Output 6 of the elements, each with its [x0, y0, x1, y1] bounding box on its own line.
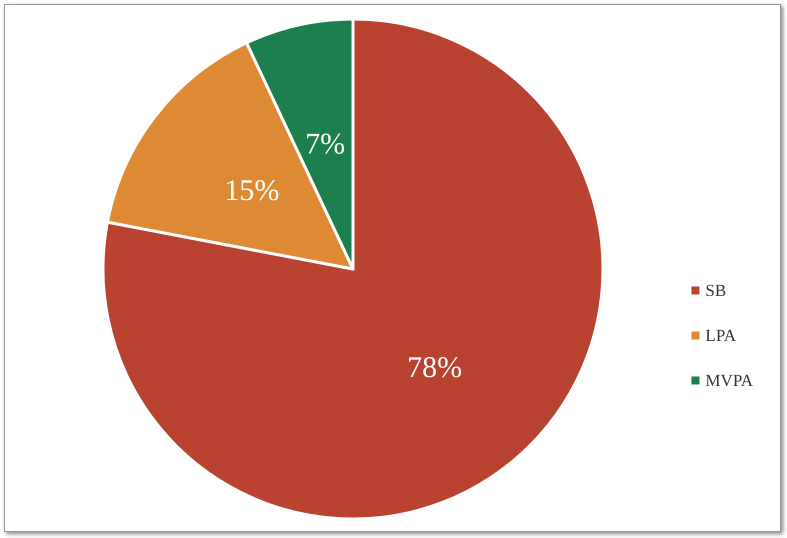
data-label: 78% [407, 351, 462, 384]
data-label: 15% [224, 174, 280, 208]
legend-label: MVPA [705, 371, 754, 390]
legend-label: LPA [705, 326, 737, 345]
data-label: 7% [305, 128, 346, 161]
legend-label: SB [705, 281, 726, 300]
